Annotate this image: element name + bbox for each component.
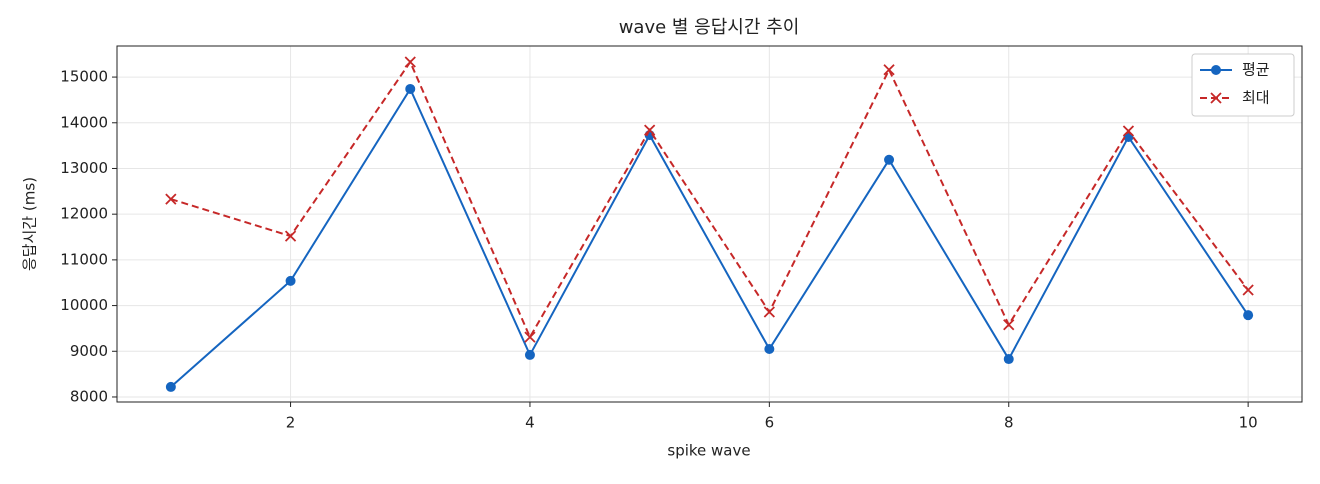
point [165,381,176,392]
x-tick-label: 8 [1004,414,1014,432]
x-tick-label: 2 [286,414,296,432]
point [284,230,297,242]
plot-frame [116,45,1303,403]
point [1242,284,1254,296]
series-line [170,86,1249,388]
y-tick-label: 8000 [70,387,108,405]
point [404,56,416,68]
point [524,349,535,360]
point [884,154,895,165]
point [644,124,656,136]
y-tick-label: 11000 [60,250,108,268]
y-tick-label: 13000 [60,159,108,177]
point [405,83,416,94]
chart-title: wave 별 응답시간 추이 [619,17,800,38]
x-tick-label: 4 [525,414,535,432]
legend-label: 최대 [1242,89,1270,107]
y-axis-label: 응답시간 (ms) [21,177,39,271]
point [1122,125,1135,137]
x-tick-label: 6 [765,414,775,432]
y-tick-label: 15000 [60,68,108,86]
point [1243,310,1254,321]
point [763,306,775,318]
point [1003,354,1014,365]
legend-label: 평균 [1242,61,1270,79]
y-tick-label: 14000 [60,113,108,131]
y-tick-label: 10000 [60,296,108,314]
point [165,193,177,205]
point [524,331,536,343]
legend-marker [1210,92,1222,104]
x-tick-label: 10 [1239,414,1258,432]
legend-marker [1211,65,1221,75]
point [1003,319,1015,331]
point [764,343,775,354]
point [285,275,296,286]
y-tick-label: 9000 [70,342,108,360]
point [883,64,895,76]
y-tick-label: 12000 [60,205,108,223]
series-line [170,59,1249,340]
x-axis-label: spike wave [667,442,750,460]
